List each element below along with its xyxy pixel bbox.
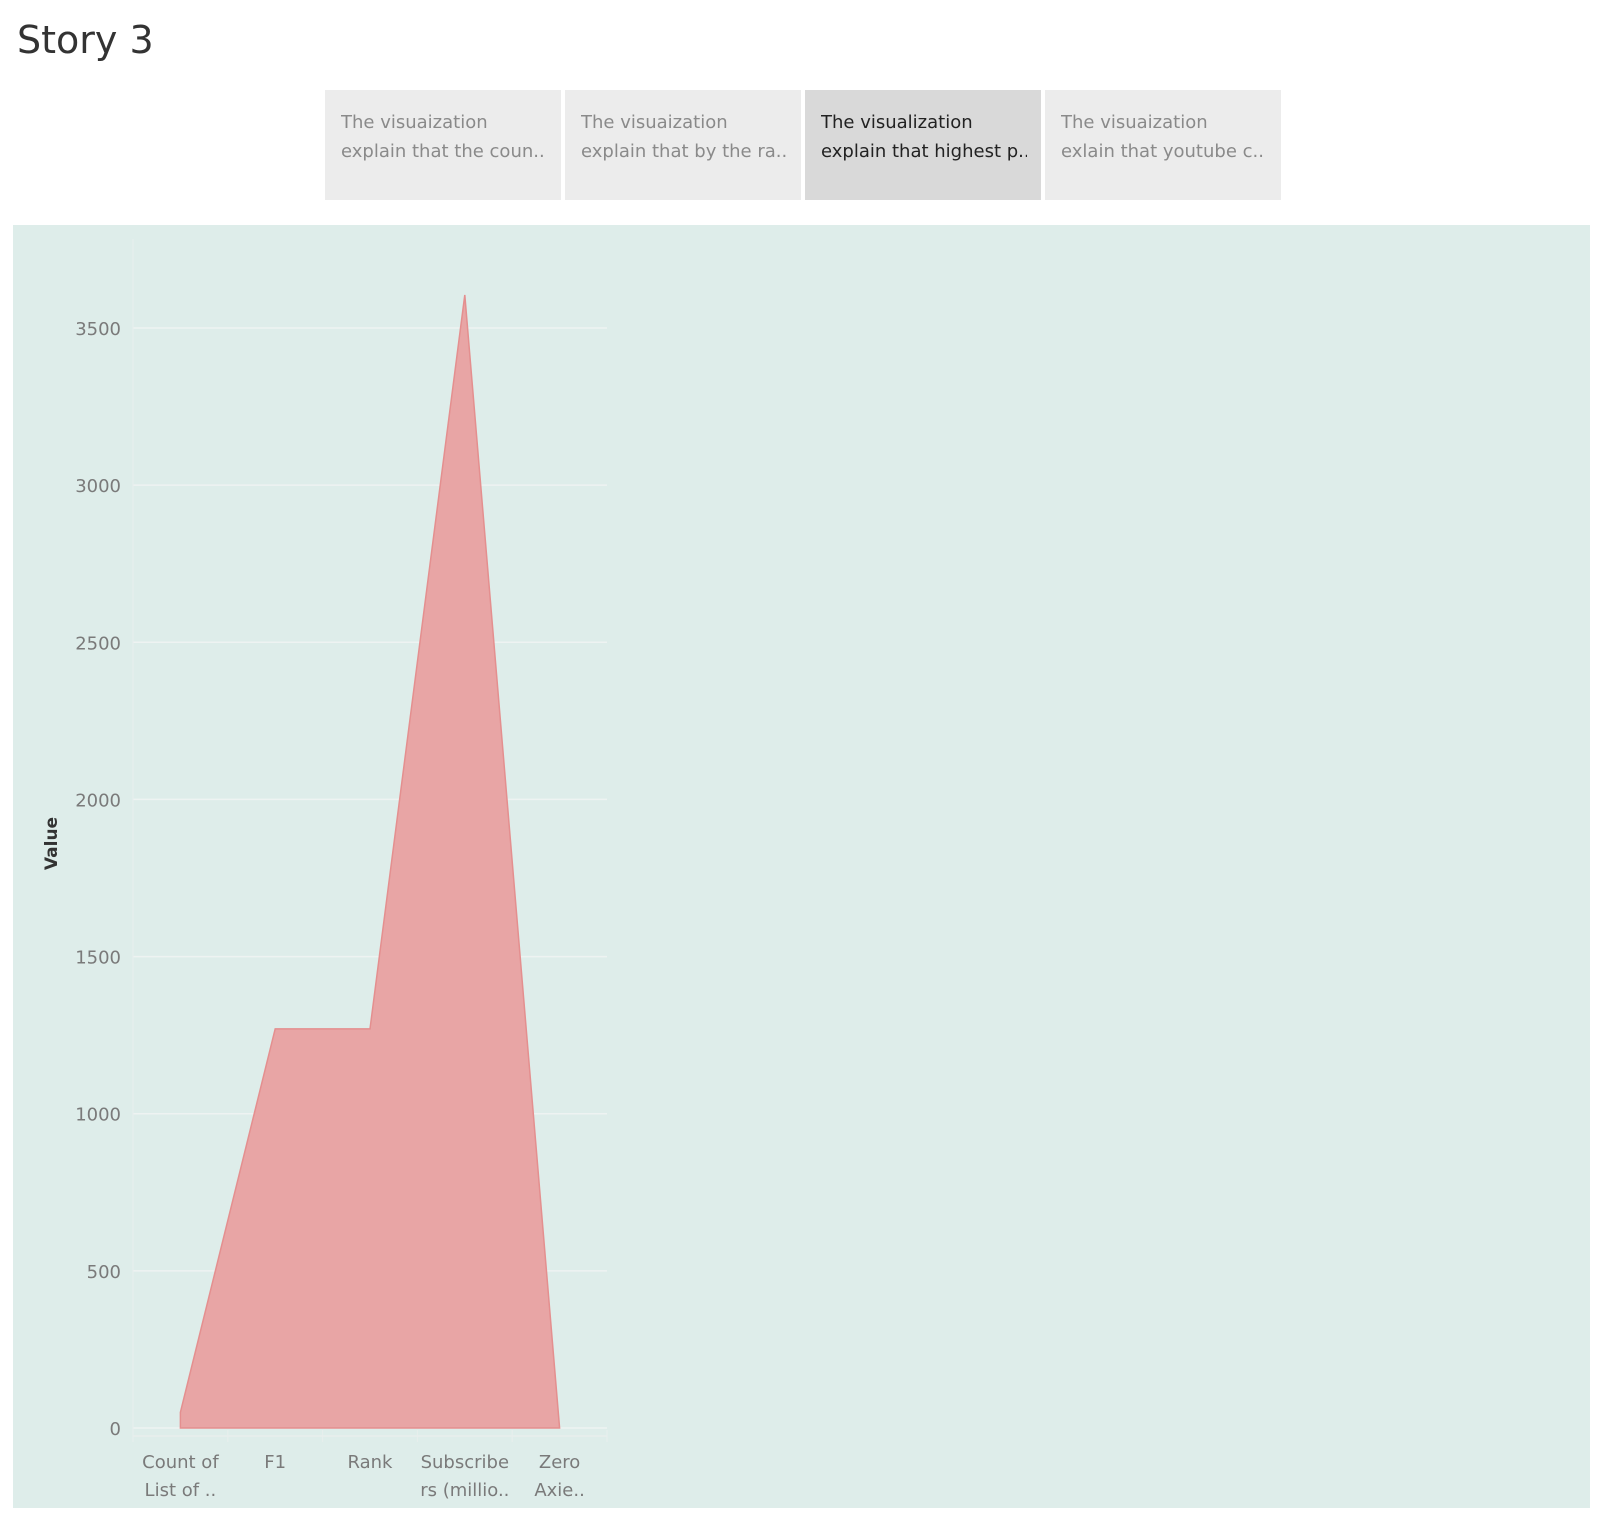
story-tab-3-line1: The visualization — [821, 112, 973, 133]
story-tab-2-line1: The visuaization — [581, 112, 728, 133]
x-tick-label: F1 — [264, 1452, 286, 1473]
x-tick-label: List of .. — [145, 1480, 217, 1501]
story-tab-1-line2: explain that the coun.. — [341, 141, 545, 162]
story-title: Story 3 — [17, 18, 154, 62]
y-tick-label: 1500 — [75, 948, 121, 969]
area-chart: 0 500 1000 1500 2000 2500 3000 3500 Count of List… — [42, 239, 608, 1501]
story-tab-3-line2: explain that highest p.. — [821, 141, 1027, 162]
y-tick-label: 1000 — [75, 1105, 121, 1126]
y-tick-label: 0 — [110, 1419, 121, 1440]
chart-panel: 0 500 1000 1500 2000 2500 3000 3500 Count of List… — [13, 225, 1590, 1508]
x-tick-label: Zero — [539, 1452, 580, 1473]
story-tab-2-line2: explain that by the ra.. — [581, 141, 787, 162]
story-tab-4-line1: The visuaization — [1061, 112, 1208, 133]
area-series — [179, 294, 561, 1429]
story-tab-4[interactable]: The visuaization exlain that youtube c.. — [1045, 90, 1281, 200]
y-tick-label: 3000 — [75, 476, 121, 497]
y-axis-title: Value — [42, 817, 62, 870]
story-tab-2[interactable]: The visuaization explain that by the ra.… — [565, 90, 801, 200]
story-tab-1[interactable]: The visuaization explain that the coun.. — [325, 90, 561, 200]
story-tab-3[interactable]: The visualization explain that highest p… — [805, 90, 1041, 200]
story-tab-4-line2: exlain that youtube c.. — [1061, 141, 1264, 162]
x-tick-label: Rank — [348, 1452, 394, 1473]
story-tab-1-line1: The visuaization — [341, 112, 488, 133]
y-tick-label: 2500 — [75, 633, 121, 654]
x-tick-label: rs (millio.. — [420, 1480, 509, 1501]
x-tick-label: Subscribe — [421, 1452, 509, 1473]
story-tabs: The visuaization explain that the coun..… — [325, 90, 1281, 200]
y-tick-label: 2000 — [75, 790, 121, 811]
x-tick-label: Count of — [142, 1452, 219, 1473]
x-tick-label: Axie.. — [534, 1480, 584, 1501]
y-tick-label: 500 — [87, 1262, 121, 1283]
y-tick-label: 3500 — [75, 319, 121, 340]
